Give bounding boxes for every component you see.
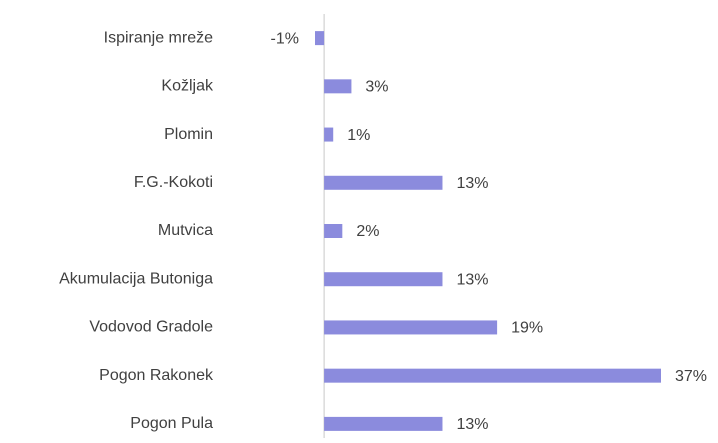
- data-label: 2%: [356, 223, 379, 240]
- category-label: Akumulacija Butoniga: [59, 270, 213, 287]
- category-label: Ispiranje mreže: [104, 29, 213, 46]
- bar: [324, 224, 343, 238]
- data-label: 13%: [456, 175, 488, 192]
- bar: [324, 320, 498, 335]
- bar: [315, 31, 325, 46]
- data-label: 37%: [675, 368, 707, 385]
- category-label: Kožljak: [161, 78, 214, 95]
- bar: [324, 272, 443, 287]
- bar: [324, 175, 443, 190]
- data-label: 13%: [456, 416, 488, 433]
- data-label: 3%: [365, 79, 388, 96]
- bar: [324, 368, 661, 383]
- category-label: Pogon Pula: [130, 415, 213, 432]
- category-label: Mutvica: [158, 222, 213, 239]
- category-label: Vodovod Gradole: [89, 319, 213, 336]
- data-label: 19%: [511, 320, 543, 337]
- data-label: 1%: [347, 127, 370, 144]
- bar: [324, 416, 443, 431]
- category-label: Pogon Rakonek: [99, 367, 214, 384]
- data-label: -1%: [271, 30, 299, 47]
- bar: [324, 79, 352, 94]
- category-label: Plomin: [164, 126, 213, 143]
- data-label: 13%: [456, 271, 488, 288]
- bar: [324, 127, 334, 142]
- category-label: F.G.-Kokoti: [134, 174, 213, 191]
